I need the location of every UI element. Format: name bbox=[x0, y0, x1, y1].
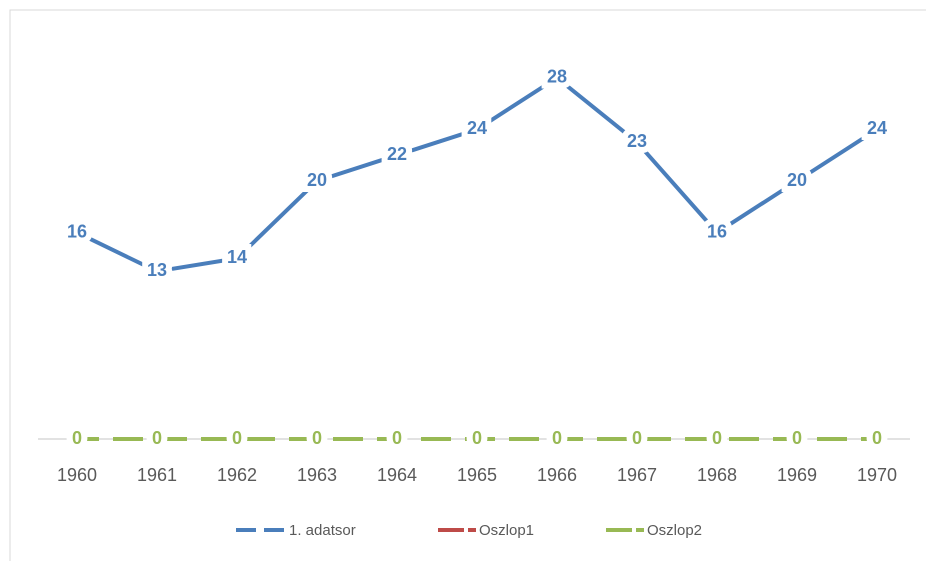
data-label: 0 bbox=[392, 428, 402, 448]
x-tick-label: 1967 bbox=[617, 465, 657, 485]
data-label: 0 bbox=[472, 428, 482, 448]
x-tick-label: 1965 bbox=[457, 465, 497, 485]
legend-label: Oszlop2 bbox=[647, 522, 702, 539]
data-label: 14 bbox=[227, 247, 247, 267]
data-label: 0 bbox=[72, 428, 82, 448]
data-label: 16 bbox=[67, 221, 87, 241]
series-line bbox=[76, 75, 879, 274]
x-tick-label: 1966 bbox=[537, 465, 577, 485]
chart-frame bbox=[9, 9, 926, 566]
data-label: 13 bbox=[147, 260, 167, 280]
data-label: 0 bbox=[712, 428, 722, 448]
data-label: 20 bbox=[787, 170, 807, 190]
data-label: 24 bbox=[867, 118, 887, 138]
x-tick-label: 1963 bbox=[297, 465, 337, 485]
data-label: 0 bbox=[312, 428, 322, 448]
x-tick-label: 1968 bbox=[697, 465, 737, 485]
x-tick-label: 1961 bbox=[137, 465, 177, 485]
x-tick-label: 1962 bbox=[217, 465, 257, 485]
data-label: 0 bbox=[792, 428, 802, 448]
data-label: 0 bbox=[872, 428, 882, 448]
x-tick-label: 1964 bbox=[377, 465, 417, 485]
data-label: 28 bbox=[547, 67, 567, 87]
data-label: 0 bbox=[552, 428, 562, 448]
data-label: 0 bbox=[232, 428, 242, 448]
x-tick-label: 1969 bbox=[777, 465, 817, 485]
legend-label: Oszlop1 bbox=[479, 522, 534, 539]
x-tick-label: 1960 bbox=[57, 465, 97, 485]
data-label: 22 bbox=[387, 144, 407, 164]
data-label: 24 bbox=[467, 118, 487, 138]
data-label: 0 bbox=[152, 428, 162, 448]
data-label: 0 bbox=[632, 428, 642, 448]
data-label: 16 bbox=[707, 221, 727, 241]
data-label: 20 bbox=[307, 170, 327, 190]
legend-label: 1. adatsor bbox=[289, 522, 356, 539]
data-label: 23 bbox=[627, 131, 647, 151]
x-tick-label: 1970 bbox=[857, 465, 897, 485]
